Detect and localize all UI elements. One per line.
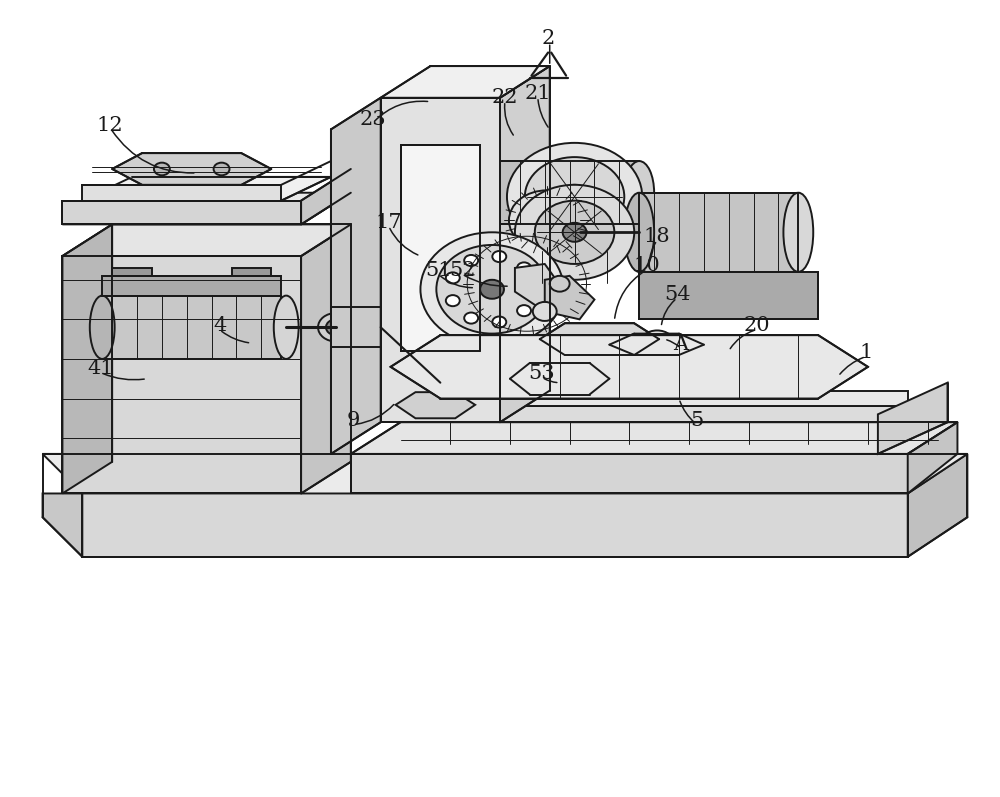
Text: 21: 21 xyxy=(524,84,551,104)
Polygon shape xyxy=(331,98,381,454)
Circle shape xyxy=(527,284,541,295)
Polygon shape xyxy=(301,225,351,493)
Text: 22: 22 xyxy=(492,88,518,108)
Circle shape xyxy=(318,313,354,342)
Polygon shape xyxy=(908,454,967,557)
Circle shape xyxy=(525,157,624,236)
Polygon shape xyxy=(102,296,281,359)
Text: 12: 12 xyxy=(97,116,123,135)
Circle shape xyxy=(560,185,590,209)
Text: 54: 54 xyxy=(664,285,690,304)
Circle shape xyxy=(436,245,548,334)
Circle shape xyxy=(154,163,170,175)
Polygon shape xyxy=(43,454,967,493)
Polygon shape xyxy=(545,276,594,320)
Circle shape xyxy=(537,213,557,228)
Ellipse shape xyxy=(783,193,813,272)
Text: 53: 53 xyxy=(528,363,555,383)
Polygon shape xyxy=(351,422,957,454)
Polygon shape xyxy=(62,225,112,493)
Polygon shape xyxy=(62,193,351,225)
Polygon shape xyxy=(301,169,351,225)
Text: 20: 20 xyxy=(743,316,770,336)
Circle shape xyxy=(515,185,634,280)
Circle shape xyxy=(550,276,570,292)
Polygon shape xyxy=(609,334,704,355)
Text: 51: 51 xyxy=(425,261,452,280)
Polygon shape xyxy=(510,363,609,395)
Ellipse shape xyxy=(90,296,115,359)
Text: 2: 2 xyxy=(541,29,554,48)
Text: 23: 23 xyxy=(359,111,386,129)
Polygon shape xyxy=(639,272,818,320)
Polygon shape xyxy=(62,201,301,225)
Polygon shape xyxy=(381,66,550,98)
Circle shape xyxy=(446,295,460,306)
Text: 10: 10 xyxy=(634,256,661,275)
Circle shape xyxy=(517,262,531,273)
Polygon shape xyxy=(500,66,550,422)
Circle shape xyxy=(326,320,346,336)
Ellipse shape xyxy=(274,296,299,359)
Polygon shape xyxy=(540,324,659,355)
Text: 52: 52 xyxy=(449,261,475,280)
Circle shape xyxy=(507,143,642,250)
Polygon shape xyxy=(82,177,331,201)
Polygon shape xyxy=(351,454,908,493)
Polygon shape xyxy=(401,145,480,351)
Circle shape xyxy=(535,201,614,264)
Text: 41: 41 xyxy=(87,359,114,378)
Circle shape xyxy=(533,302,557,321)
Text: 17: 17 xyxy=(375,214,402,232)
Polygon shape xyxy=(515,264,565,312)
Circle shape xyxy=(563,223,587,241)
Circle shape xyxy=(517,305,531,316)
Polygon shape xyxy=(62,225,351,256)
Polygon shape xyxy=(878,383,948,454)
Text: A: A xyxy=(673,336,689,354)
Text: 9: 9 xyxy=(346,411,360,430)
Ellipse shape xyxy=(624,193,654,272)
Circle shape xyxy=(420,232,564,346)
Circle shape xyxy=(639,331,675,359)
Polygon shape xyxy=(500,161,639,225)
Circle shape xyxy=(446,273,460,284)
Circle shape xyxy=(214,163,230,175)
Circle shape xyxy=(492,316,506,328)
Circle shape xyxy=(649,339,665,351)
Circle shape xyxy=(492,251,506,262)
Polygon shape xyxy=(102,276,281,296)
Polygon shape xyxy=(639,193,798,272)
Polygon shape xyxy=(62,256,301,493)
Text: 1: 1 xyxy=(859,343,873,362)
Circle shape xyxy=(480,280,504,299)
Polygon shape xyxy=(82,185,281,201)
Text: 18: 18 xyxy=(644,227,670,245)
Text: 4: 4 xyxy=(213,316,226,336)
Polygon shape xyxy=(112,268,152,276)
Circle shape xyxy=(464,255,478,266)
Polygon shape xyxy=(82,493,908,557)
Polygon shape xyxy=(112,153,271,185)
Circle shape xyxy=(509,190,585,250)
Polygon shape xyxy=(331,308,381,347)
Polygon shape xyxy=(232,268,271,276)
Polygon shape xyxy=(396,392,475,418)
Circle shape xyxy=(464,312,478,324)
Polygon shape xyxy=(43,493,82,557)
Polygon shape xyxy=(908,422,957,493)
Polygon shape xyxy=(391,336,868,398)
Polygon shape xyxy=(639,337,679,348)
Polygon shape xyxy=(401,391,908,406)
Ellipse shape xyxy=(624,161,654,225)
Text: 5: 5 xyxy=(690,411,704,430)
Polygon shape xyxy=(381,98,500,422)
Polygon shape xyxy=(401,406,908,422)
